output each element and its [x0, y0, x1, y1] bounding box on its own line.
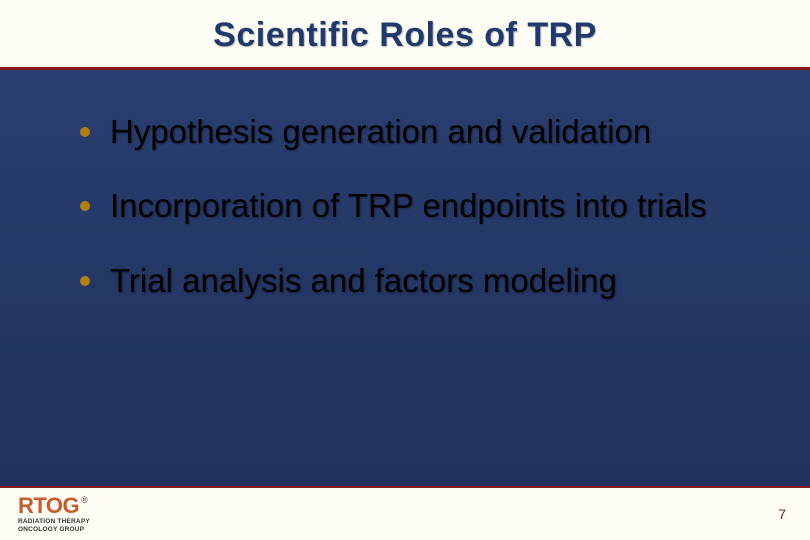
logo-name: RTOG	[18, 495, 79, 517]
slide-title: Scientific Roles of TRP	[0, 16, 810, 55]
logo-subtitle-line1: RADIATION THERAPY	[18, 518, 90, 525]
slide: Scientific Roles of TRP Hypothesis gener…	[0, 0, 810, 540]
bullet-icon	[80, 127, 90, 137]
page-number: 7	[778, 506, 786, 522]
bullet-icon	[80, 276, 90, 286]
bullet-icon	[80, 201, 90, 211]
bullet-text: Incorporation of TRP endpoints into tria…	[110, 186, 707, 226]
logo-subtitle-line2: ONCOLOGY GROUP	[18, 526, 90, 533]
title-band: Scientific Roles of TRP	[0, 0, 810, 70]
bullet-text: Hypothesis generation and validation	[110, 112, 651, 152]
logo: RTOG ® RADIATION THERAPY ONCOLOGY GROUP	[18, 495, 90, 533]
list-item: Incorporation of TRP endpoints into tria…	[80, 186, 750, 226]
registered-icon: ®	[81, 496, 88, 505]
logo-main: RTOG ®	[18, 495, 90, 517]
bullet-text: Trial analysis and factors modeling	[110, 261, 617, 301]
list-item: Hypothesis generation and validation	[80, 112, 750, 152]
list-item: Trial analysis and factors modeling	[80, 261, 750, 301]
content-area: Hypothesis generation and validation Inc…	[0, 70, 810, 301]
footer: RTOG ® RADIATION THERAPY ONCOLOGY GROUP …	[0, 486, 810, 540]
